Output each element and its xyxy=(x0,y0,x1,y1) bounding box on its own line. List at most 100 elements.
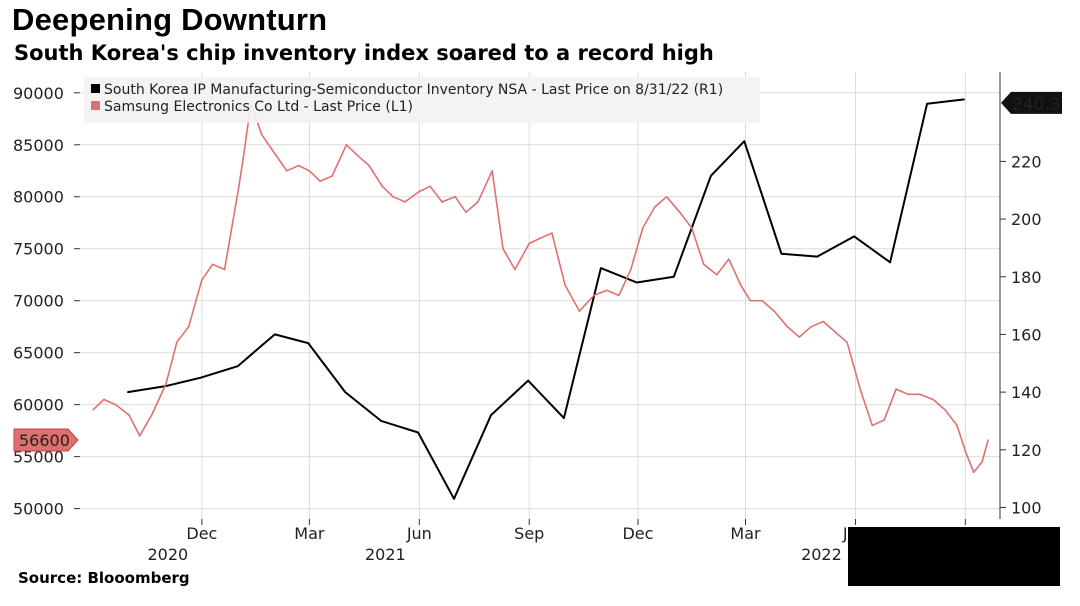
left-tick-label: 75000 xyxy=(13,240,64,259)
samsung-point xyxy=(331,175,333,177)
samsung-point xyxy=(103,398,105,401)
samsung-point xyxy=(716,273,718,276)
samsung-point xyxy=(223,268,226,271)
left-last-value-badge xyxy=(13,428,79,452)
samsung-point xyxy=(356,154,358,156)
samsung-point xyxy=(606,289,608,292)
series-layer xyxy=(92,98,989,500)
samsung-point xyxy=(987,439,989,441)
samsung-price-line xyxy=(92,102,989,474)
samsung-point xyxy=(418,190,421,193)
x-tick-label: Sep xyxy=(514,524,544,543)
samsung-point xyxy=(187,325,190,328)
samsung-point xyxy=(798,336,801,338)
samsung-point xyxy=(749,299,752,302)
samsung-point xyxy=(739,284,742,286)
samsung-point xyxy=(956,424,958,427)
inventory-point xyxy=(816,255,818,258)
samsung-point xyxy=(260,133,263,136)
inventory-point xyxy=(307,342,310,344)
samsung-point xyxy=(944,409,946,411)
samsung-point xyxy=(690,227,693,229)
samsung-point xyxy=(441,201,443,203)
samsung-point xyxy=(502,247,504,250)
inventory-point xyxy=(490,414,492,416)
left-tick-label: 50000 xyxy=(13,500,64,519)
inventory-point xyxy=(963,98,965,101)
left-tick-label: 55000 xyxy=(13,448,64,467)
inventory-point xyxy=(673,275,675,278)
samsung-point xyxy=(201,279,203,281)
legend-swatch-inventory xyxy=(91,84,100,93)
samsung-point xyxy=(165,383,167,385)
legend: South Korea IP Manufacturing-Semiconduct… xyxy=(84,77,760,123)
left-tick-label: 80000 xyxy=(13,188,64,207)
samsung-point xyxy=(727,258,730,260)
year-label: 2020 xyxy=(148,545,189,564)
inventory-point xyxy=(889,261,891,264)
samsung-point xyxy=(429,185,431,188)
samsung-point xyxy=(678,211,681,214)
samsung-point xyxy=(859,388,862,390)
inventory-point xyxy=(453,498,455,500)
right-tick-label: 200 xyxy=(1011,210,1042,229)
right-tick-label: 160 xyxy=(1011,325,1042,344)
samsung-point xyxy=(319,180,321,182)
left-last-value-label: 56600 xyxy=(19,431,70,450)
samsung-point xyxy=(786,325,789,328)
inventory-point xyxy=(126,391,129,393)
samsung-point xyxy=(641,227,644,229)
grid-lines xyxy=(80,72,1000,519)
x-tick-label: Jun xyxy=(406,524,432,543)
left-tick-label: 65000 xyxy=(13,344,64,363)
samsung-point xyxy=(964,450,967,453)
samsung-point xyxy=(514,268,516,271)
inventory-point xyxy=(600,267,602,269)
samsung-point xyxy=(822,320,824,323)
samsung-point xyxy=(381,185,384,188)
samsung-point xyxy=(404,201,406,203)
samsung-point xyxy=(150,414,153,416)
inventory-point xyxy=(780,252,783,255)
samsung-point xyxy=(528,242,531,245)
right-tick-label: 220 xyxy=(1011,152,1042,171)
right-tick-label: 180 xyxy=(1011,268,1042,287)
inventory-point xyxy=(236,365,239,367)
samsung-point xyxy=(702,263,705,266)
inventory-point xyxy=(563,417,565,419)
samsung-point xyxy=(883,419,885,422)
samsung-point xyxy=(871,424,873,427)
x-tick-label: Dec xyxy=(186,524,217,543)
samsung-point xyxy=(919,393,921,396)
samsung-point xyxy=(564,284,566,286)
samsung-point xyxy=(275,154,277,156)
chart-subtitle: South Korea's chip inventory index soare… xyxy=(14,41,714,65)
samsung-point xyxy=(368,164,370,167)
x-tick-label: Dec xyxy=(622,524,653,543)
samsung-point xyxy=(592,294,595,297)
year-label: 2022 xyxy=(801,545,842,564)
samsung-point xyxy=(115,403,117,406)
samsung-point xyxy=(551,232,553,234)
samsung-point xyxy=(465,211,467,214)
inventory-point xyxy=(926,102,928,105)
samsung-point xyxy=(138,435,141,437)
samsung-point xyxy=(810,325,813,328)
samsung-point xyxy=(92,409,94,411)
right-tick-label: 140 xyxy=(1011,383,1042,402)
redaction-box xyxy=(848,527,1060,586)
legend-label-inventory: South Korea IP Manufacturing-Semiconduct… xyxy=(104,82,723,98)
samsung-point xyxy=(665,195,668,198)
samsung-point xyxy=(211,263,214,266)
samsung-point xyxy=(578,310,581,312)
right-tick-label: 120 xyxy=(1011,441,1042,460)
last-value-badges: 56600 240.3 xyxy=(13,91,1062,452)
samsung-point xyxy=(895,388,897,390)
source-note: Source: Blooomberg xyxy=(18,569,190,587)
samsung-point xyxy=(392,195,394,198)
samsung-point xyxy=(761,299,764,302)
axes: 90000 85000 80000 75000 70000 65000 60000 55000… xyxy=(13,72,1042,564)
year-label: 2021 xyxy=(365,545,406,564)
samsung-point xyxy=(242,154,245,156)
